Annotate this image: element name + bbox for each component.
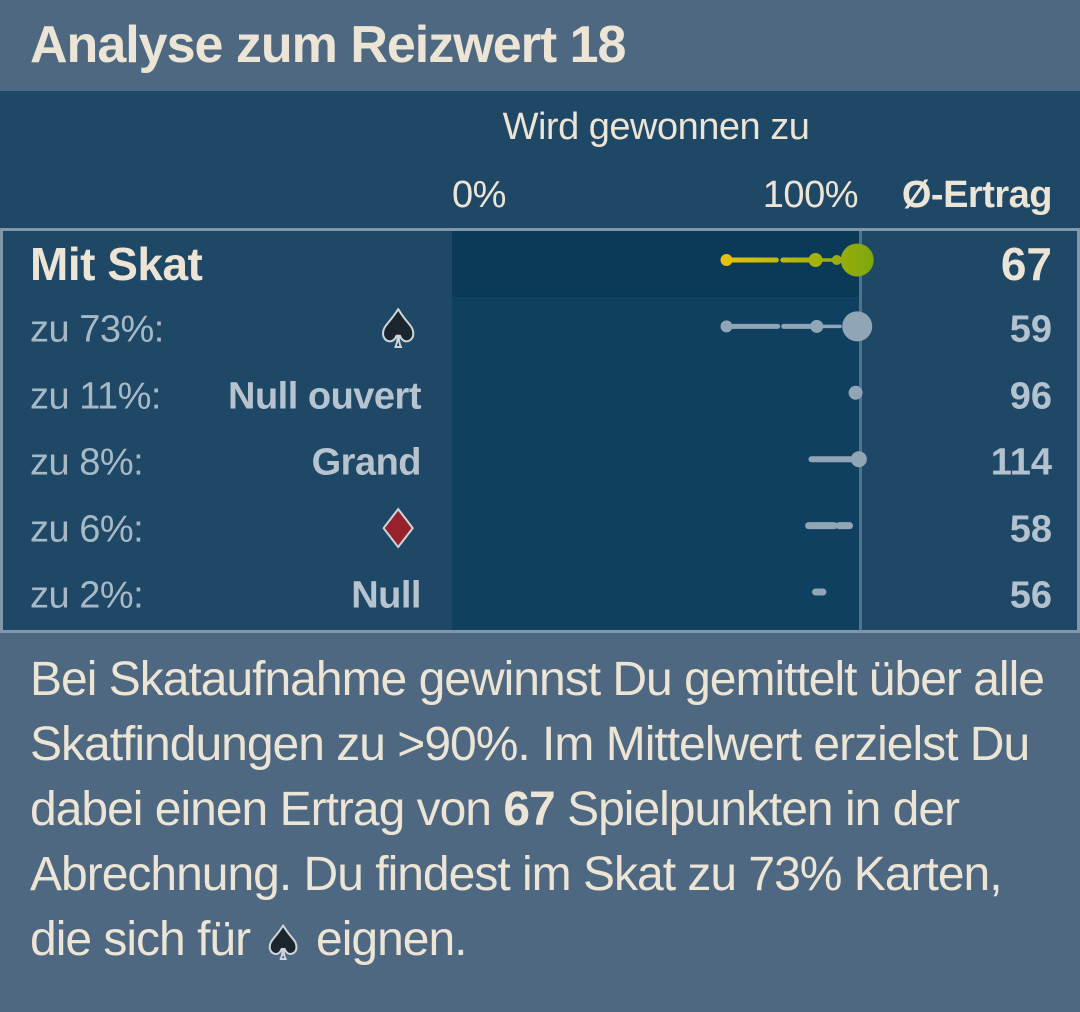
ertrag-value: 56: [1009, 574, 1052, 617]
title-bar: Analyse zum Reizwert 18: [0, 0, 1080, 91]
ertrag-value: 67: [1000, 238, 1052, 290]
ertrag-value: 96: [1009, 375, 1052, 418]
table-row-grand: zu 8%: Grand 114: [0, 430, 1080, 496]
game-label: Null ouvert: [228, 375, 421, 418]
axis-title: Wird gewonnen zu: [502, 106, 810, 148]
explanation-segment: Bei Skataufnahme gewinnst Du gemittelt ü…: [30, 653, 1045, 836]
ertrag-value: 114: [990, 441, 1052, 484]
row-label: Mit Skat: [30, 238, 203, 290]
axis-tick-0: 0%: [452, 174, 506, 216]
analysis-table: Wird gewonnen zu 0% 100% Ø-Ertrag Mit Sk…: [0, 91, 1080, 633]
table-row-null: zu 2%: Null 56: [0, 563, 1080, 629]
ertrag-column-header: Ø-Ertrag: [901, 174, 1053, 216]
ertrag-highlight: 67: [503, 783, 555, 836]
diamond-icon: ♦: [374, 500, 423, 560]
selected-row-highlight: [452, 231, 860, 297]
row-label: zu 6%:: [30, 508, 144, 551]
ertrag-value: 58: [1009, 508, 1052, 551]
ertrag-value: 59: [1009, 308, 1052, 351]
row-label: zu 2%:: [30, 574, 144, 617]
table-row-mit-skat: Mit Skat 67: [0, 231, 1080, 297]
page-title: Analyse zum Reizwert 18: [30, 15, 626, 74]
spade-icon: ♠: [374, 300, 423, 360]
explanation-text: Bei Skataufnahme gewinnst Du gemittelt ü…: [0, 633, 1080, 972]
explanation-segment: Spielpunkten in der Abrechnung. Du finde…: [30, 783, 1003, 966]
spade-icon: ♠: [261, 916, 304, 970]
game-label: Grand: [311, 441, 422, 484]
row-label: zu 11%:: [30, 375, 161, 418]
explanation-panel: Bei Skataufnahme gewinnst Du gemittelt ü…: [0, 633, 1080, 1012]
table-row-null-ouvert: zu 11%: Null ouvert 96: [0, 364, 1080, 430]
game-label: Null: [351, 574, 421, 617]
chart-column-background: [452, 231, 860, 630]
explanation-segment: eignen.: [303, 913, 467, 966]
row-label: zu 73%:: [30, 308, 164, 351]
axis-tick-100: 100%: [762, 174, 859, 216]
row-label: zu 8%:: [30, 441, 144, 484]
table-row-karo: zu 6%: ♦ 58: [0, 497, 1080, 563]
table-row-pik: zu 73%: ♠ 59: [0, 297, 1080, 363]
